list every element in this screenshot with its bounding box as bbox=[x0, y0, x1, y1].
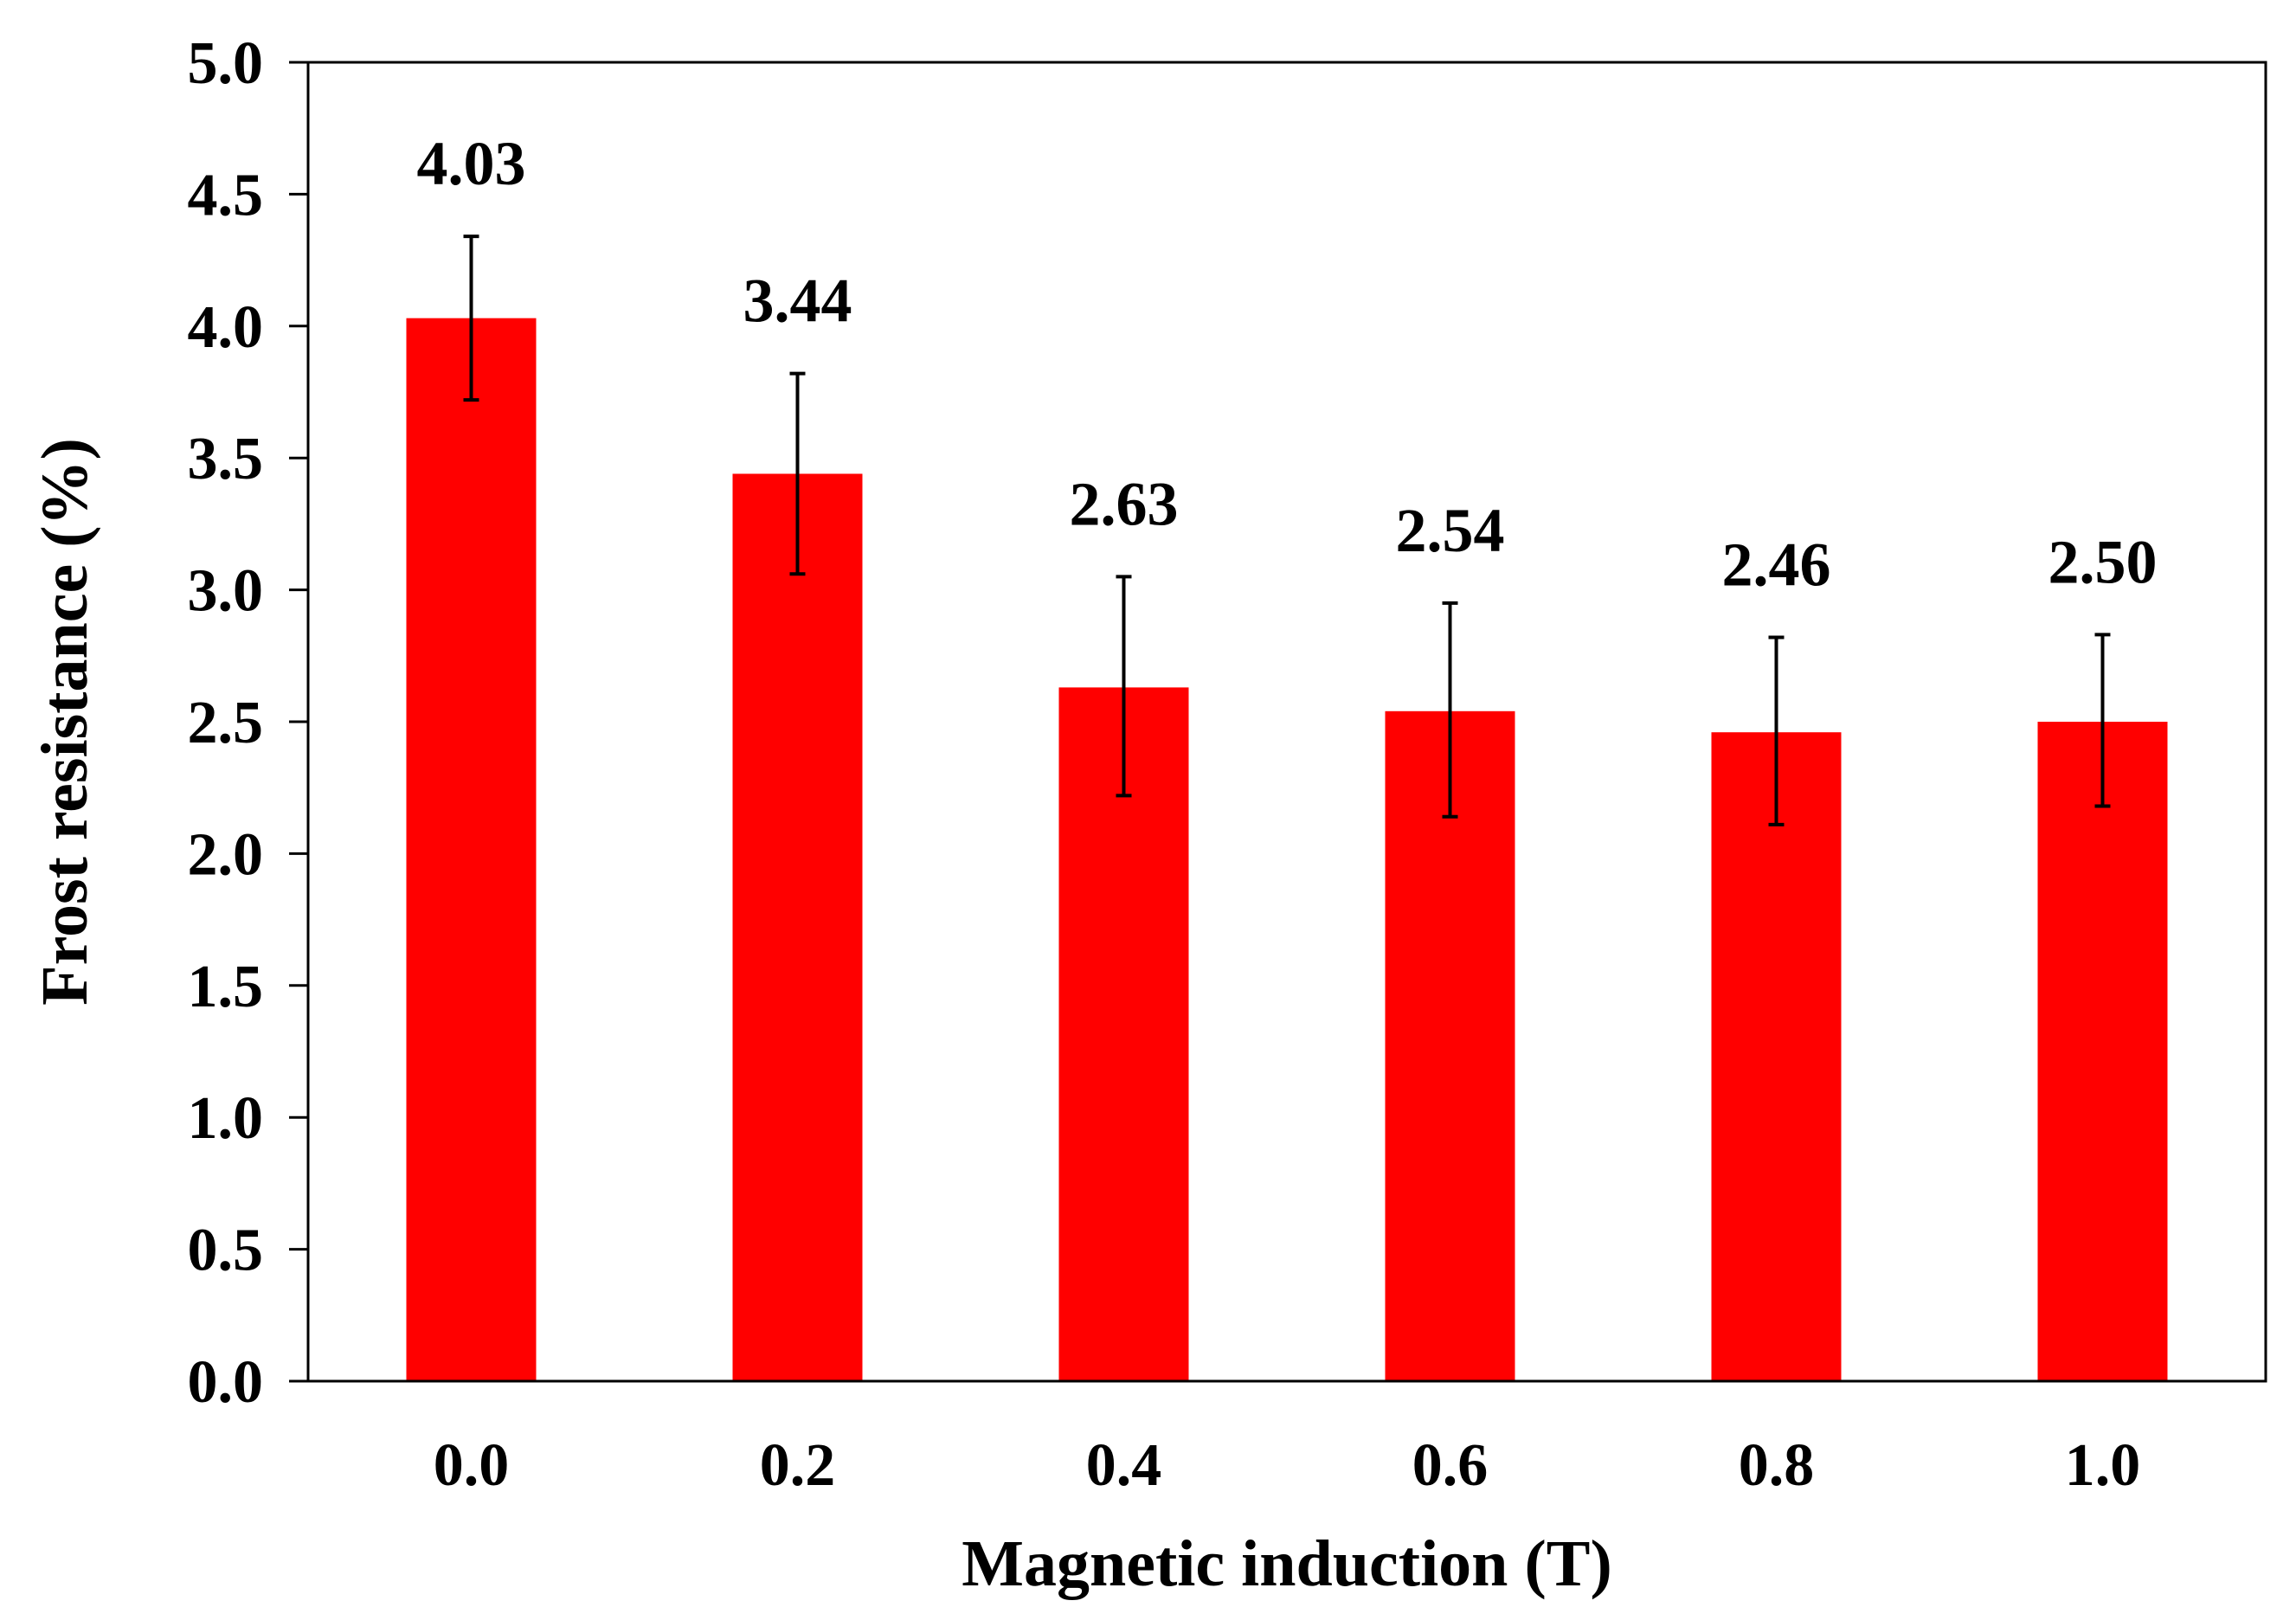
error-bars-layer bbox=[463, 235, 2111, 826]
data-label-1.0: 2.50 bbox=[2048, 527, 2158, 596]
ticks-layer: 0.0 0.5 1.0 1.5 2.0 2.5 3.0 3.5 4.0 4.5 5.0 0.0 0.2 0… bbox=[188, 30, 2141, 1499]
error-bar-0.2 bbox=[789, 371, 806, 576]
data-label-0.6: 2.54 bbox=[1396, 496, 1505, 565]
bar-0.4 bbox=[1058, 687, 1189, 1381]
error-bar-0.4 bbox=[1116, 575, 1132, 798]
y-tick-label: 4.0 bbox=[188, 294, 264, 361]
y-axis-title: Frost resistance (%) bbox=[29, 438, 101, 1006]
y-tick-label: 2.5 bbox=[188, 690, 264, 756]
x-tick-label: 0.4 bbox=[1086, 1432, 1162, 1499]
x-tick-label: 1.0 bbox=[2065, 1432, 2141, 1499]
y-tick-label: 3.5 bbox=[188, 426, 264, 492]
x-tick-label: 0.8 bbox=[1739, 1432, 1815, 1499]
data-labels-layer: 4.03 3.44 2.63 2.54 2.46 2.50 bbox=[417, 129, 2158, 599]
axes-layer bbox=[306, 61, 2267, 1383]
error-bar-0.8 bbox=[1768, 635, 1785, 826]
x-tick-label: 0.0 bbox=[434, 1432, 510, 1499]
error-bar-1.0 bbox=[2094, 633, 2111, 808]
bars-layer bbox=[406, 318, 2168, 1381]
error-bar-0.6 bbox=[1442, 601, 1458, 819]
x-axis-title: Magnetic induction (T) bbox=[961, 1527, 1612, 1600]
y-tick-label: 0.0 bbox=[188, 1349, 264, 1416]
x-tick-label: 0.2 bbox=[760, 1432, 836, 1499]
data-label-0.4: 2.63 bbox=[1070, 469, 1179, 538]
plot-frame bbox=[306, 61, 2267, 1383]
y-tick-label: 0.5 bbox=[188, 1218, 264, 1284]
y-tick-label: 5.0 bbox=[188, 30, 264, 97]
bar-0.0 bbox=[406, 318, 537, 1381]
bar-0.2 bbox=[732, 473, 863, 1381]
data-label-0.8: 2.46 bbox=[1722, 530, 1831, 599]
data-label-0.2: 3.44 bbox=[743, 267, 852, 336]
data-label-0.0: 4.03 bbox=[417, 129, 526, 198]
error-bar-0.0 bbox=[463, 235, 479, 402]
bar-0.6 bbox=[1385, 710, 1515, 1381]
y-tick-label: 1.0 bbox=[188, 1085, 264, 1152]
bar-1.0 bbox=[2037, 722, 2168, 1381]
y-tick-label: 3.0 bbox=[188, 558, 264, 625]
y-tick-label: 2.0 bbox=[188, 821, 264, 888]
bar-0.8 bbox=[1711, 732, 1842, 1381]
x-tick-label: 0.6 bbox=[1412, 1432, 1489, 1499]
y-tick-label: 4.5 bbox=[188, 162, 264, 228]
y-tick-label: 1.5 bbox=[188, 954, 264, 1020]
